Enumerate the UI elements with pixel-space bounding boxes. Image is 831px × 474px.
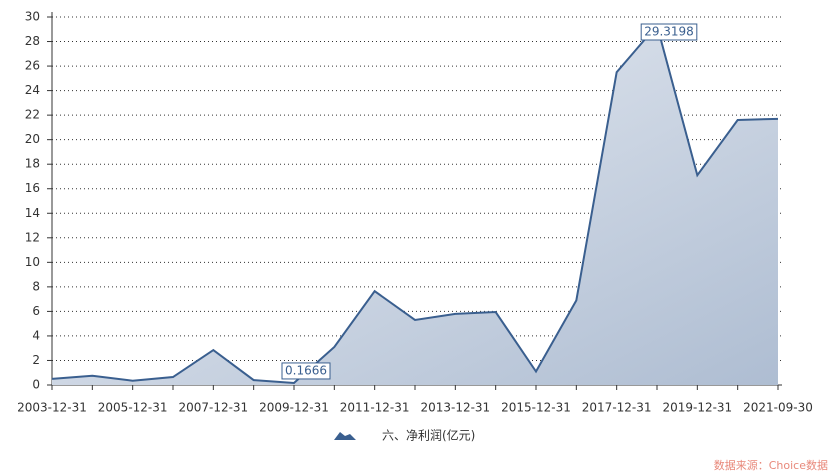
x-tick-label: 2011-12-31 xyxy=(340,401,410,415)
y-tick-label: 0 xyxy=(32,378,40,392)
y-tick-label: 4 xyxy=(32,328,40,342)
y-tick-label: 28 xyxy=(25,34,40,48)
y-tick-label: 24 xyxy=(25,83,40,97)
x-tick-label: 2009-12-31 xyxy=(259,401,329,415)
x-tick-label: 2013-12-31 xyxy=(420,401,490,415)
y-tick-label: 16 xyxy=(25,181,40,195)
y-tick-label: 8 xyxy=(32,279,40,293)
y-tick-label: 20 xyxy=(25,132,40,146)
y-tick-label: 18 xyxy=(25,157,40,171)
x-tick-label: 2007-12-31 xyxy=(178,401,248,415)
y-tick-label: 6 xyxy=(32,304,40,318)
y-tick-label: 14 xyxy=(25,206,40,220)
x-tick-label: 2017-12-31 xyxy=(582,401,652,415)
legend-icon xyxy=(334,432,356,440)
x-tick-label: 2015-12-31 xyxy=(501,401,571,415)
area xyxy=(52,25,778,386)
y-tick-label: 2 xyxy=(32,353,40,367)
data-label: 29.3198 xyxy=(644,25,694,39)
y-tick-label: 26 xyxy=(25,59,40,73)
legend-label[interactable]: 六、净利润(亿元) xyxy=(382,428,475,443)
source: 数据来源：Choice数据 xyxy=(714,458,828,472)
y-tick-label: 30 xyxy=(25,10,40,24)
y-tick-label: 10 xyxy=(25,255,40,269)
x-tick-label: 2005-12-31 xyxy=(98,401,168,415)
x-tick-label: 2021-09-30 xyxy=(743,401,813,415)
data-label-box xyxy=(281,362,331,380)
y-tick-label: 22 xyxy=(25,108,40,122)
x-tick-label: 2003-12-31 xyxy=(17,401,87,415)
x-tick-label: 2019-12-31 xyxy=(662,401,732,415)
y-tick-label: 12 xyxy=(25,230,40,244)
data-label-box xyxy=(640,23,698,41)
data-label: 0.1666 xyxy=(285,363,327,377)
